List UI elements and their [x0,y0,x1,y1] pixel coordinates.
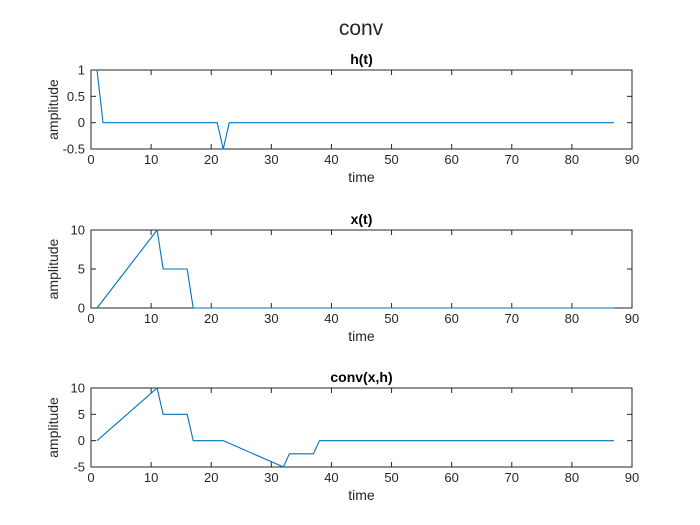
subplot-2: x(t) 0 10 20 30 40 50 60 70 80 90 0 5 10 time amplitude [45,211,639,344]
x-axis-label: time [348,169,375,185]
x-tick-label: 50 [384,152,398,167]
x-tick-label: 30 [264,470,278,485]
y-tick-label: -5 [73,460,85,475]
x-tick-label: 80 [565,470,579,485]
x-tick-label: 60 [444,470,458,485]
x-tick-label: 0 [87,311,94,326]
x-tick-label: 90 [625,152,639,167]
plot-area [90,69,633,150]
x-tick-label: 10 [144,152,158,167]
x-tick-label: 70 [505,470,519,485]
x-tick-label: 30 [264,152,278,167]
y-tick-label: 10 [71,223,85,238]
y-tick-label: 5 [78,262,85,277]
y-tick-label: 0 [78,301,85,316]
subplot-title: conv(x,h) [330,369,392,385]
subplot-title: x(t) [351,211,373,227]
x-tick-label: 0 [87,152,94,167]
x-tick-label: 20 [204,152,218,167]
x-tick-label: 60 [444,311,458,326]
series-line-1 [96,69,614,150]
x-tick-label: 40 [324,152,338,167]
y-tick-label: 5 [78,407,85,422]
x-tick-label: 30 [264,311,278,326]
series-line-1 [96,229,614,309]
x-axis-label: time [348,487,375,503]
x-tick-label: 70 [505,311,519,326]
x-tick-label: 90 [625,470,639,485]
y-tick-label: 10 [71,381,85,396]
x-tick-label: 40 [324,311,338,326]
axes-container: h(t)0 10 20 30 40 50 60 70 80 90-0.500.51timeampl… [45,51,639,503]
subplot-1: h(t)0 10 20 30 40 50 60 70 80 90-0.500.51timeampl… [45,51,639,185]
x-tick-label: 40 [324,470,338,485]
x-tick-label: 80 [565,152,579,167]
x-tick-label: 60 [444,152,458,167]
x-tick-label: 70 [505,152,519,167]
subplot-3: conv(x,h)0 10 20 30 40 50 60 70 80 90-50510timeam… [45,369,639,503]
x-tick-label: 80 [565,311,579,326]
x-tick-label: 0 [87,470,94,485]
y-tick-label: 1 [78,63,85,78]
y-axis-label: amplitude [45,79,61,140]
subplot-title: h(t) [350,51,373,67]
figure-title: conv [339,17,384,40]
y-tick-label: 0 [78,433,85,448]
x-tick-label: 10 [144,470,158,485]
y-tick-label: -0.5 [63,142,85,157]
x-tick-label: 90 [625,311,639,326]
y-tick-label: 0 [78,115,85,130]
x-tick-label: 20 [204,311,218,326]
y-tick-label: 0.5 [67,89,85,104]
plot-area [90,387,633,468]
x-tick-label: 20 [204,470,218,485]
y-axis-label: amplitude [45,238,61,299]
x-tick-label: 50 [384,470,398,485]
series-line-1 [96,387,614,468]
x-axis-label: time [348,328,375,344]
y-axis-label: amplitude [45,397,61,458]
x-tick-label: 10 [144,311,158,326]
x-tick-label: 50 [384,311,398,326]
